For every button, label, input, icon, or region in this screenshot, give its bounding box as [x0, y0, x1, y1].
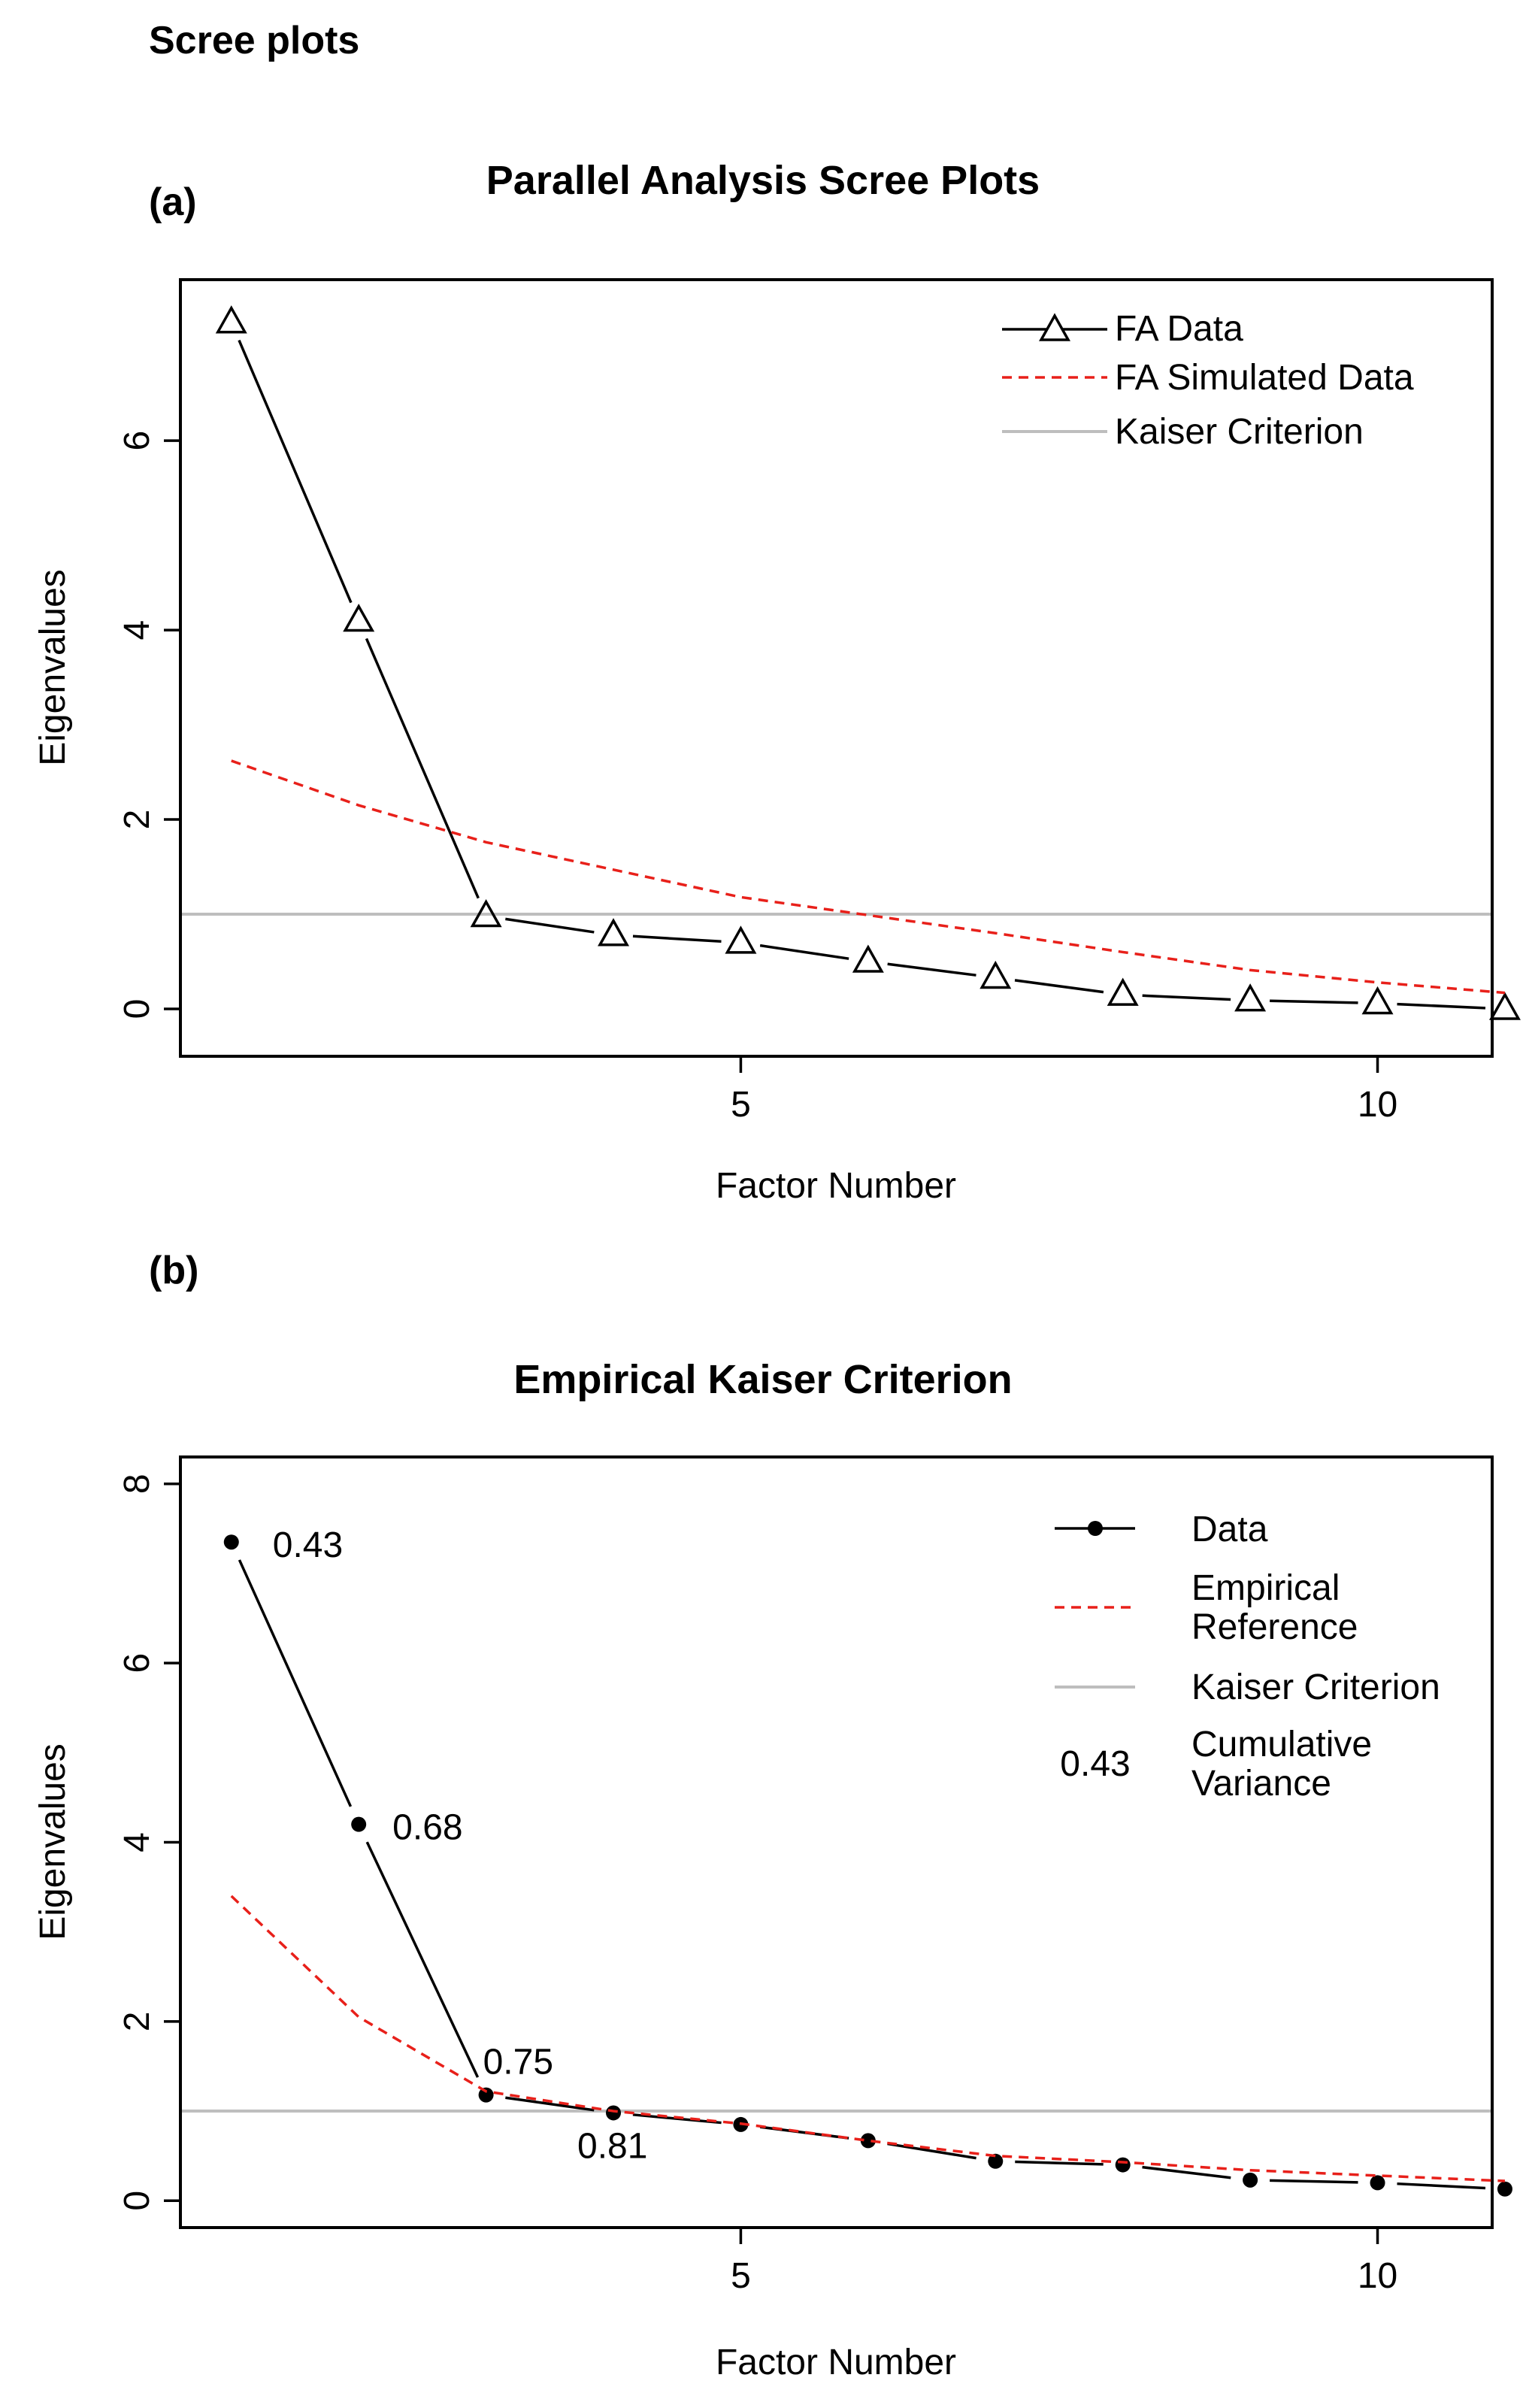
legend-a-entry-0: FA Data: [1115, 309, 1243, 349]
x-tick-label: 5: [731, 1085, 751, 1125]
data-line-segment: [632, 934, 722, 944]
panel-a-x-axis: 5 10: [731, 1056, 1397, 1125]
y-tick-label: 2: [117, 810, 157, 830]
data-line-segment: [238, 1559, 353, 1807]
data-line-segment: [887, 962, 976, 977]
simulated-data-line: [231, 759, 1506, 995]
panel-a-plot-frame: [179, 278, 1494, 1058]
y-tick-label: 0: [117, 999, 157, 1019]
y-tick-label: 2: [117, 2012, 157, 2032]
data-point-triangle: [1488, 992, 1521, 1020]
panel-b-label: (b): [149, 1249, 198, 1292]
data-point-triangle: [1107, 977, 1139, 1006]
x-tick-label: 10: [1358, 2256, 1397, 2296]
panel-b-y-axis: 0 2 4 6 8: [117, 1474, 180, 2211]
panel-b-annotations: 0.43 0.68 0.75 0.81: [273, 1525, 648, 2166]
legend-b-entry-3-line-2: Variance: [1191, 1764, 1331, 1804]
y-tick-label: 4: [117, 1832, 157, 1852]
panel-a: (a) Parallel Analysis Scree Plots 5 10 0 2…: [33, 158, 1521, 1206]
data-line-segment: [505, 917, 595, 934]
data-point-triangle: [725, 925, 757, 954]
legend-b-dot-icon: [1088, 1521, 1103, 1536]
panel-a-label: (a): [149, 180, 197, 224]
data-line-segment: [1142, 2165, 1231, 2179]
data-line-segment: [759, 944, 849, 960]
data-point-dot: [1243, 2172, 1258, 2188]
panel-a-title: Parallel Analysis Scree Plots: [486, 158, 1040, 203]
panel-b-x-axis: 5 10: [731, 2228, 1397, 2296]
data-point-dot: [988, 2153, 1004, 2169]
data-line-segment: [1397, 2182, 1486, 2190]
panel-b-series-layer: [223, 1534, 1512, 2197]
data-line-segment: [1142, 994, 1231, 1001]
cumulative-variance-label: 0.75: [483, 2043, 553, 2082]
data-line-segment: [1015, 2160, 1104, 2166]
y-tick-label: 6: [117, 431, 157, 451]
data-line-segment: [887, 2142, 976, 2160]
page-title: Scree plots: [149, 19, 359, 62]
data-line-segment: [1014, 979, 1104, 994]
panel-a-series-layer: [215, 305, 1521, 1020]
cumulative-variance-label: 0.81: [577, 2126, 647, 2166]
data-point-dot: [860, 2133, 876, 2149]
data-line-segment: [365, 638, 480, 899]
panel-a-legend: FA Data FA Simulated Data Kaiser Criteri…: [1002, 309, 1414, 452]
data-line-segment: [632, 2113, 722, 2125]
panel-b-legend: Data Empirical Reference Kaiser Criterio…: [1055, 1510, 1440, 1804]
data-point-triangle: [1361, 986, 1394, 1015]
panel-a-x-label: Factor Number: [716, 1166, 956, 1206]
panel-a-y-axis: 0 2 4 6: [117, 431, 180, 1019]
panel-b-y-label: Eigenvalues: [33, 1743, 73, 1940]
cumulative-variance-label: 0.68: [392, 1808, 462, 1848]
panel-b-x-label: Factor Number: [716, 2343, 956, 2382]
data-point-dot: [1497, 2181, 1512, 2197]
legend-a-triangle-icon: [1039, 313, 1070, 341]
y-tick-label: 8: [117, 1474, 157, 1494]
data-point-triangle: [215, 305, 247, 334]
data-point-triangle: [343, 603, 375, 632]
data-point-dot: [478, 2087, 494, 2103]
data-point-triangle: [1234, 983, 1267, 1012]
data-point-triangle: [979, 960, 1012, 989]
x-tick-label: 10: [1358, 1085, 1397, 1125]
data-line-segment: [365, 1841, 480, 2078]
legend-b-entry-1-line-1: Empirical: [1191, 1568, 1340, 1608]
y-tick-label: 0: [117, 2191, 157, 2211]
y-tick-label: 6: [117, 1653, 157, 1673]
legend-b-entry-2: Kaiser Criterion: [1191, 1667, 1440, 1707]
panel-b: (b) Empirical Kaiser Criterion 0.430.680…: [33, 1249, 1512, 2382]
data-point-triangle: [598, 918, 630, 947]
legend-b-entry-3-line-1: Cumulative: [1191, 1725, 1372, 1764]
legend-a-entry-2: Kaiser Criterion: [1115, 412, 1364, 452]
data-point-dot: [1370, 2175, 1385, 2191]
data-line-segment: [1397, 1002, 1486, 1010]
legend-b-symbol-text: 0.43: [1060, 1744, 1130, 1784]
data-line-segment: [1270, 999, 1358, 1004]
data-line-segment: [1270, 2179, 1358, 2184]
data-line-segment: [505, 2096, 595, 2112]
y-tick-label: 4: [117, 620, 157, 641]
data-line-segment: [238, 339, 353, 604]
empirical-reference-line: [230, 1895, 1506, 2182]
x-tick-label: 5: [731, 2256, 751, 2296]
panel-a-y-label: Eigenvalues: [33, 569, 73, 766]
legend-b-entry-1-line-2: Reference: [1191, 1607, 1358, 1647]
data-point-triangle: [852, 944, 884, 973]
data-point-dot: [351, 1816, 367, 1832]
data-point-dot: [1115, 2157, 1131, 2173]
cumulative-variance-label: 0.43: [273, 1525, 343, 1565]
legend-a-entry-1: FA Simulated Data: [1115, 358, 1414, 398]
legend-b-entry-0: Data: [1191, 1510, 1268, 1549]
data-point-dot: [606, 2105, 622, 2121]
data-point-triangle: [470, 898, 502, 928]
data-point-dot: [223, 1534, 239, 1550]
panel-b-title: Empirical Kaiser Criterion: [513, 1357, 1012, 1402]
